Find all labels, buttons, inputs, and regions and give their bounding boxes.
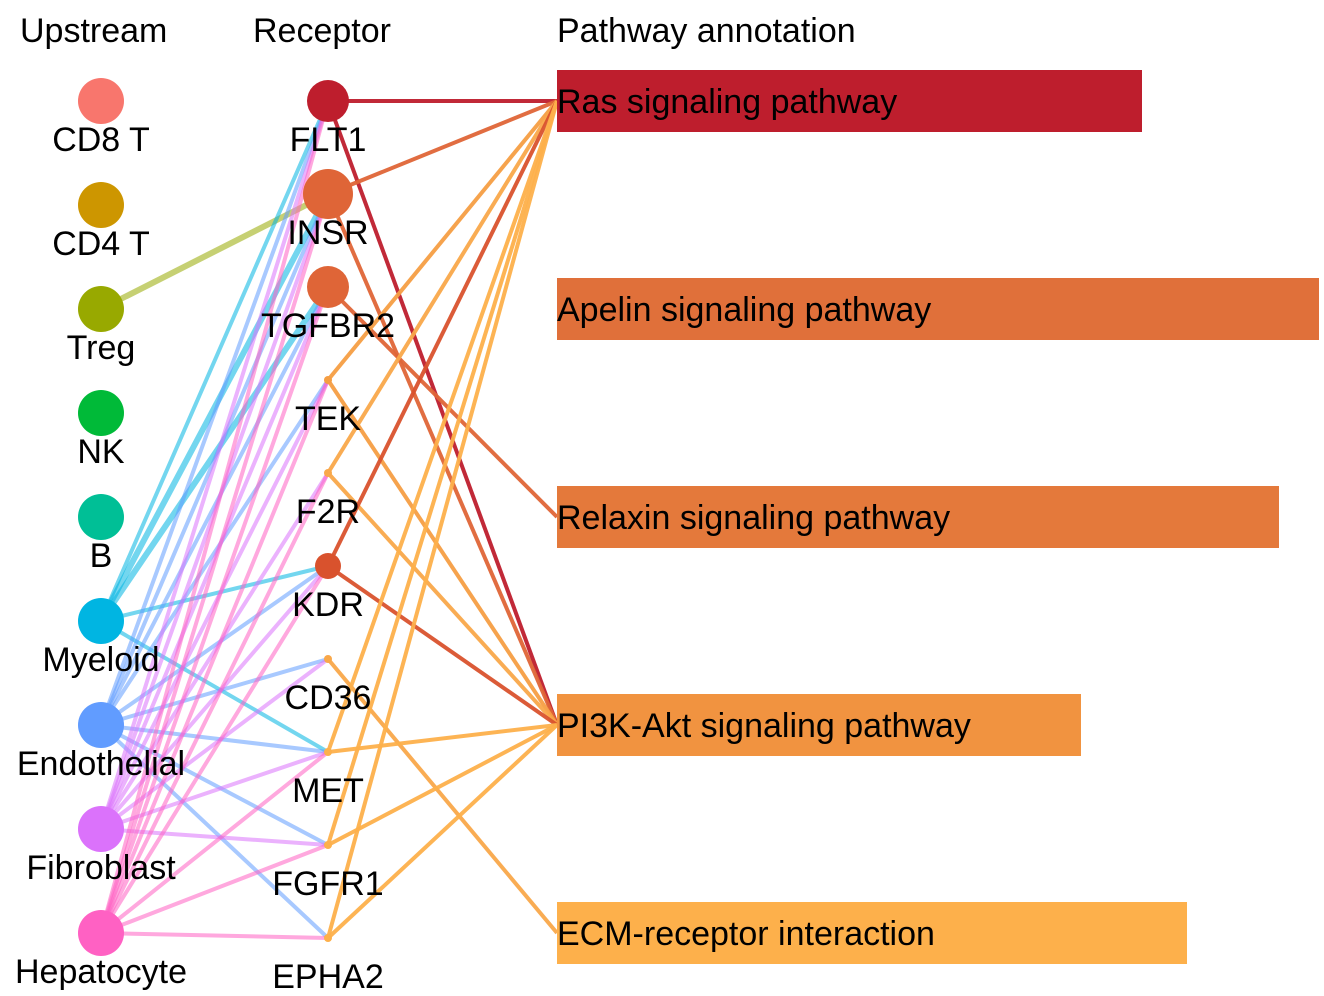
upstream-node-nk: [78, 390, 124, 436]
pathway-label-relaxin: Relaxin signaling pathway: [557, 499, 950, 537]
link-f2r-pi3k: [326, 471, 559, 727]
receptor-node-fgfr1: [324, 841, 332, 849]
nodes-layer: [78, 78, 353, 956]
link-tek-pi3k: [326, 378, 559, 727]
link-insr-ras: [327, 99, 558, 196]
upstream-label-cd4t: CD4 T: [52, 225, 150, 263]
upstream-label-cd8t: CD8 T: [52, 121, 150, 159]
link-myeloid-flt1: [99, 99, 330, 623]
link-myeloid-tgfbr2: [98, 284, 331, 624]
link-hepatocyte-f2r: [99, 471, 330, 935]
pathway-bar-relaxin: [557, 486, 1279, 548]
receptor-label-f2r: F2R: [296, 493, 360, 531]
receptor-label-kdr: KDR: [292, 586, 364, 624]
receptor-label-epha2: EPHA2: [272, 958, 384, 996]
upstream-node-endothelial: [78, 702, 124, 748]
labels-layer: Upstream Receptor Pathway annotation CD8…: [15, 12, 971, 996]
pathway-header: Pathway annotation: [557, 12, 856, 50]
receptor-header: Receptor: [253, 12, 391, 50]
pathway-bar-ecm: [557, 902, 1187, 964]
link-fibroblast-flt1: [99, 99, 330, 831]
link-treg-insr: [98, 191, 331, 312]
link-endothelial-epha2: [99, 723, 330, 940]
receptor-label-tgfbr2: TGFBR2: [261, 307, 395, 345]
upstream-links-layer: [98, 99, 331, 940]
link-fgfr1-ras: [326, 100, 559, 846]
receptor-label-fgfr1: FGFR1: [272, 865, 383, 903]
pathway-bar-ras: [557, 70, 1142, 132]
link-insr-pi3k: [326, 193, 559, 726]
upstream-label-fibroblast: Fibroblast: [26, 849, 176, 887]
link-fibroblast-kdr: [99, 564, 330, 831]
upstream-label-treg: Treg: [67, 329, 136, 367]
upstream-node-hepatocyte: [78, 910, 124, 956]
link-kdr-ras: [326, 100, 559, 567]
link-endothelial-tek: [99, 378, 330, 727]
receptor-label-insr: INSR: [287, 214, 368, 252]
link-hepatocyte-flt1: [99, 99, 330, 935]
upstream-label-endothelial: Endothelial: [17, 745, 185, 783]
link-hepatocyte-tek: [99, 378, 330, 935]
link-kdr-pi3k: [326, 564, 559, 727]
receptor-node-cd36: [324, 655, 332, 663]
upstream-node-treg: [78, 286, 124, 332]
link-met-ras: [326, 100, 559, 753]
link-hepatocyte-met: [99, 750, 330, 935]
link-tek-ras: [326, 99, 559, 382]
receptor-label-tek: TEK: [295, 400, 361, 438]
upstream-label-myeloid: Myeloid: [42, 641, 159, 679]
pathway-label-ecm: ECM-receptor interaction: [557, 915, 935, 953]
upstream-node-myeloid: [78, 598, 124, 644]
link-cd36-ecm: [326, 657, 559, 935]
receptor-label-met: MET: [292, 772, 364, 810]
link-fibroblast-fgfr1: [99, 827, 330, 847]
link-endothelial-kdr: [99, 564, 330, 727]
link-flt1-pi3k: [326, 100, 559, 726]
link-myeloid-kdr: [99, 564, 330, 623]
link-endothelial-fgfr1: [99, 723, 330, 847]
upstream-node-cd4t: [78, 182, 124, 228]
pathway-bar-apelin: [557, 278, 1319, 340]
receptor-node-flt1: [307, 80, 349, 122]
link-hepatocyte-insr: [99, 192, 330, 935]
pathway-label-pi3k: PI3K-Akt signaling pathway: [557, 707, 971, 745]
pathway-links-layer: [326, 99, 559, 940]
link-hepatocyte-tgfbr2: [99, 285, 330, 935]
upstream-node-b: [78, 494, 124, 540]
receptor-node-tgfbr2: [307, 266, 349, 308]
upstream-node-cd8t: [78, 78, 124, 124]
receptor-node-epha2: [324, 934, 332, 942]
link-hepatocyte-kdr: [99, 564, 330, 935]
link-f2r-ras: [326, 99, 559, 475]
receptor-node-kdr: [315, 553, 341, 579]
upstream-label-nk: NK: [77, 433, 125, 471]
upstream-label-hepatocyte: Hepatocyte: [15, 953, 187, 991]
receptor-node-f2r: [324, 469, 332, 477]
pathway-label-ras: Ras signaling pathway: [557, 83, 897, 121]
upstream-node-fibroblast: [78, 806, 124, 852]
link-epha2-ras: [326, 100, 559, 939]
link-endothelial-met: [99, 723, 330, 754]
link-tgfbr2-relaxin: [326, 285, 559, 519]
link-fgfr1-pi3k: [327, 723, 558, 847]
receptor-label-cd36: CD36: [285, 679, 372, 717]
upstream-label-b: B: [90, 537, 113, 575]
receptor-node-met: [324, 748, 332, 756]
receptor-label-flt1: FLT1: [290, 121, 367, 159]
link-hepatocyte-fgfr1: [99, 843, 330, 935]
upstream-header: Upstream: [20, 12, 167, 50]
pathway-bars-layer: [557, 70, 1319, 964]
receptor-node-tek: [324, 376, 332, 384]
pathway-bar-pi3k: [557, 694, 1081, 756]
link-fibroblast-f2r: [99, 471, 330, 831]
link-endothelial-flt1: [99, 99, 330, 727]
link-met-pi3k: [327, 723, 558, 754]
pathway-label-apelin: Apelin signaling pathway: [557, 291, 931, 329]
link-myeloid-met: [99, 619, 330, 754]
receptor-node-insr: [303, 169, 353, 219]
link-hepatocyte-epha2: [99, 931, 330, 940]
link-epha2-pi3k: [326, 723, 559, 940]
